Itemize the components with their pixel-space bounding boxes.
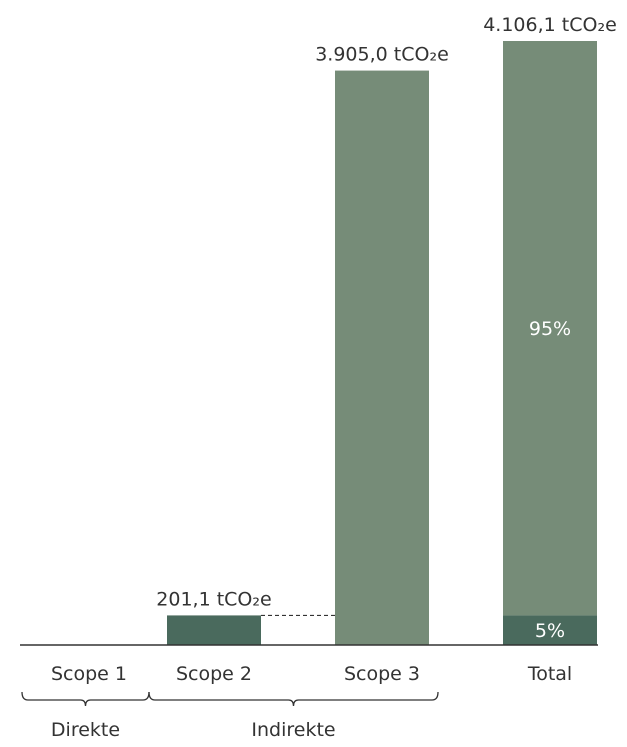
bar-total-segment-1 [503,615,597,645]
group-label-indirekte: Indirekte [251,719,335,741]
bars-layer [167,41,597,646]
labels-layer: 5% 95% 201,1 tCO₂e 3.905,0 tCO₂e 4.106,1 tCO… [156,14,616,642]
x-tick-total: Total [527,663,572,685]
x-tick-scope-3: Scope 3 [344,663,420,685]
x-tick-scope-2: Scope 2 [176,663,252,685]
x-tick-scope-1: Scope 1 [51,663,127,685]
bracket-indirekte [148,691,439,707]
x-tick-labels: Scope 1 Scope 2 Scope 3 Total [51,663,572,685]
value-label-scope-3: 3.905,0 tCO₂e [315,44,449,66]
value-label-total: 4.106,1 tCO₂e [483,14,617,36]
segment-percent-label: 5% [535,620,565,642]
group-label-direkte: Direkte [51,719,120,741]
value-label-scope-2: 201,1 tCO₂e [156,588,271,610]
bar-total-segment-2 [503,41,597,616]
bar-scope-3 [335,70,429,646]
segment-percent-label: 95% [529,318,571,340]
group-brackets: Direkte Indirekte [21,691,439,741]
bar-scope-2 [167,615,261,645]
bracket-direkte [21,691,150,707]
